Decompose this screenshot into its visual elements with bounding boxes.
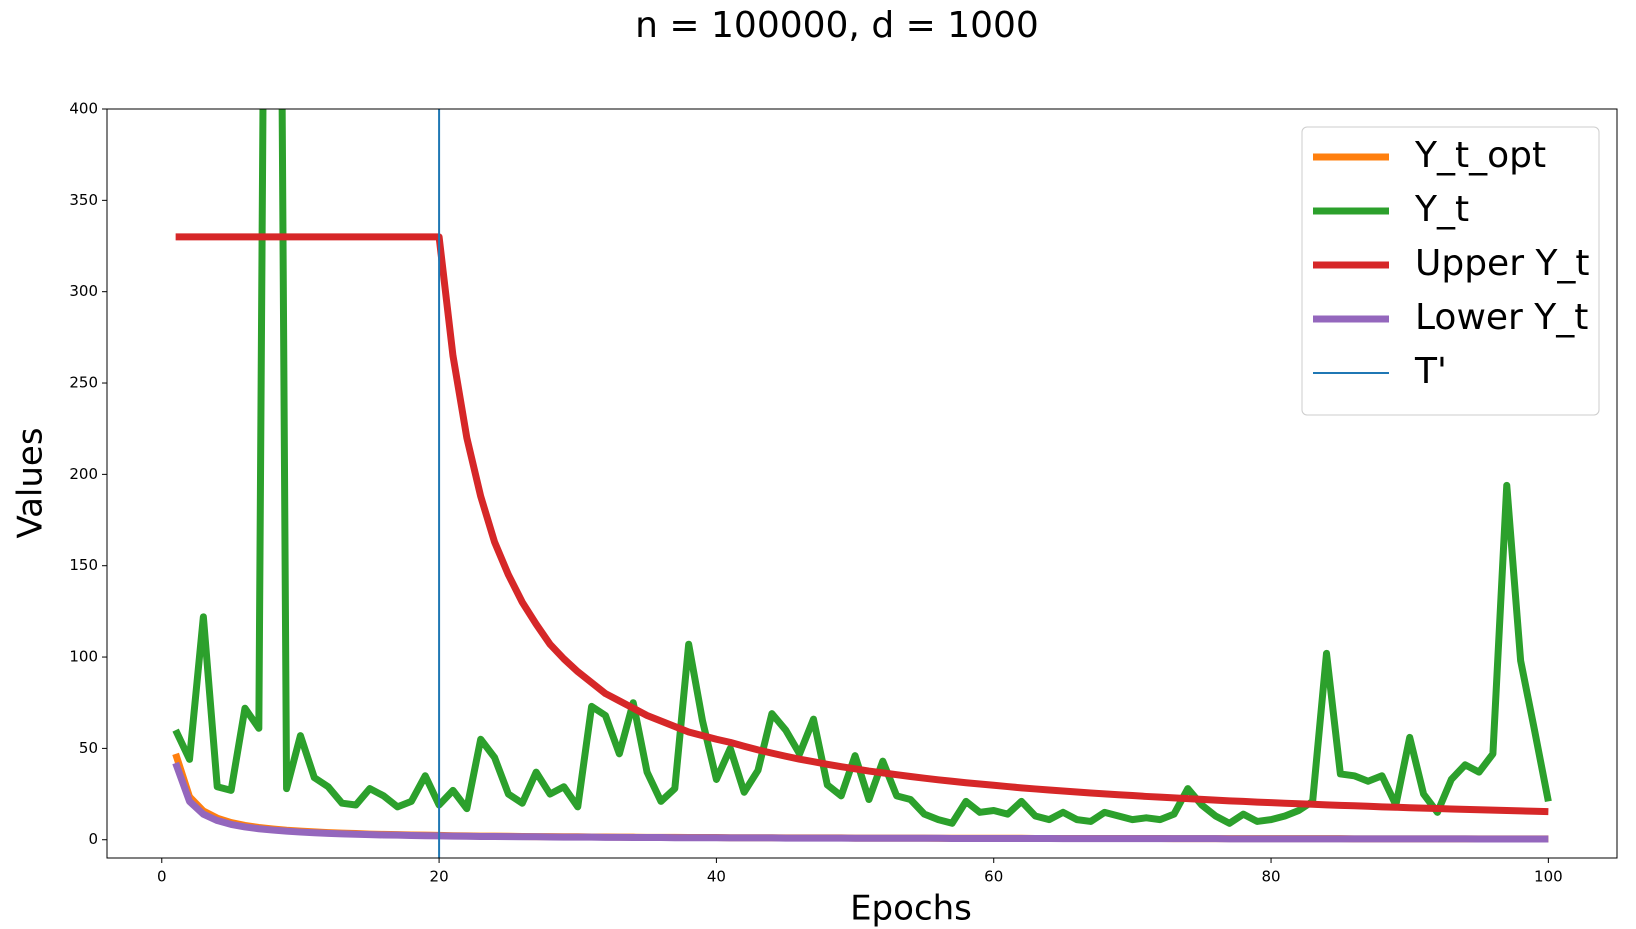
y-tick-label: 0 (88, 830, 98, 848)
legend-label: Lower Y_t (1415, 297, 1588, 338)
x-tick-label: 0 (157, 868, 167, 886)
legend-box (1301, 126, 1600, 416)
legend-label: Y_t_opt (1414, 135, 1546, 176)
legend-label: Y_t (1414, 189, 1469, 230)
y-tick-label: 400 (69, 100, 98, 118)
series-line (172, 109, 1552, 827)
y-tick-label: 150 (69, 556, 98, 574)
plot-area (172, 109, 1552, 858)
legend-label: T' (1414, 351, 1447, 392)
x-axis-label: Epochs (850, 889, 972, 929)
y-tick-label: 250 (69, 374, 98, 392)
plot-frame (106, 108, 1618, 859)
y-axis-label: Values (11, 427, 51, 538)
y-tick-label: 200 (69, 465, 98, 483)
y-tick-label: 100 (69, 648, 98, 666)
x-tick-label: 60 (984, 868, 1003, 886)
chart-title: n = 100000, d = 1000 (635, 5, 1039, 46)
x-tick-label: 80 (1261, 868, 1280, 886)
y-tick-label: 350 (69, 191, 98, 209)
x-tick-label: 20 (430, 868, 449, 886)
y-tick-label: 300 (69, 282, 98, 300)
series-line (172, 761, 1549, 843)
y-tick-label: 50 (79, 739, 98, 757)
series-line (175, 233, 1549, 816)
x-tick-label: 100 (1534, 868, 1563, 886)
x-tick-label: 40 (707, 868, 726, 886)
legend-label: Upper Y_t (1415, 243, 1590, 284)
